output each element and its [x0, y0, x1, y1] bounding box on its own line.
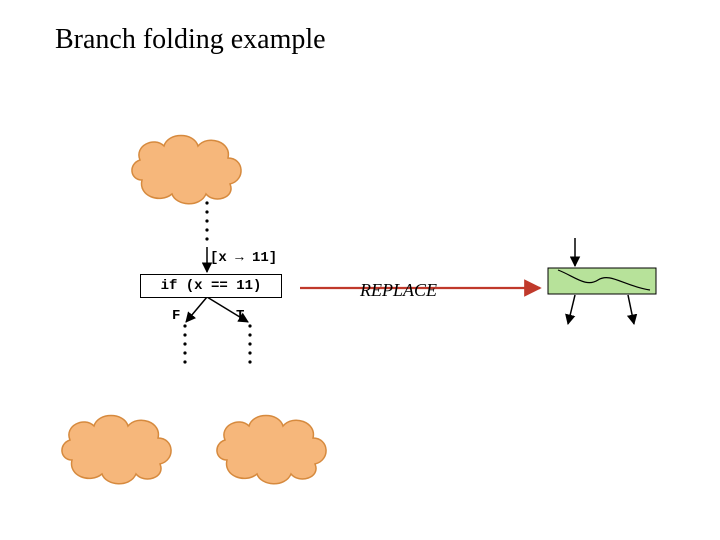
arrow-green-out2: [628, 295, 634, 324]
cloud-left: [62, 416, 171, 484]
dotted-F: [183, 324, 186, 363]
branch-label-T: T: [236, 308, 244, 324]
arrow-F-branch: [186, 297, 207, 322]
diagram-canvas: [0, 0, 720, 540]
dotted-T: [248, 324, 251, 363]
dotted-top: [205, 201, 208, 240]
condition-box: if (x == 11): [140, 274, 282, 298]
cloud-middle: [217, 416, 326, 484]
state-annotation: [x → 11]: [210, 250, 277, 266]
replace-label: REPLACE: [360, 280, 437, 301]
branch-label-F: F: [172, 308, 180, 324]
result-block: [548, 268, 656, 294]
arrow-green-out1: [568, 295, 575, 324]
cloud-top: [132, 136, 241, 204]
